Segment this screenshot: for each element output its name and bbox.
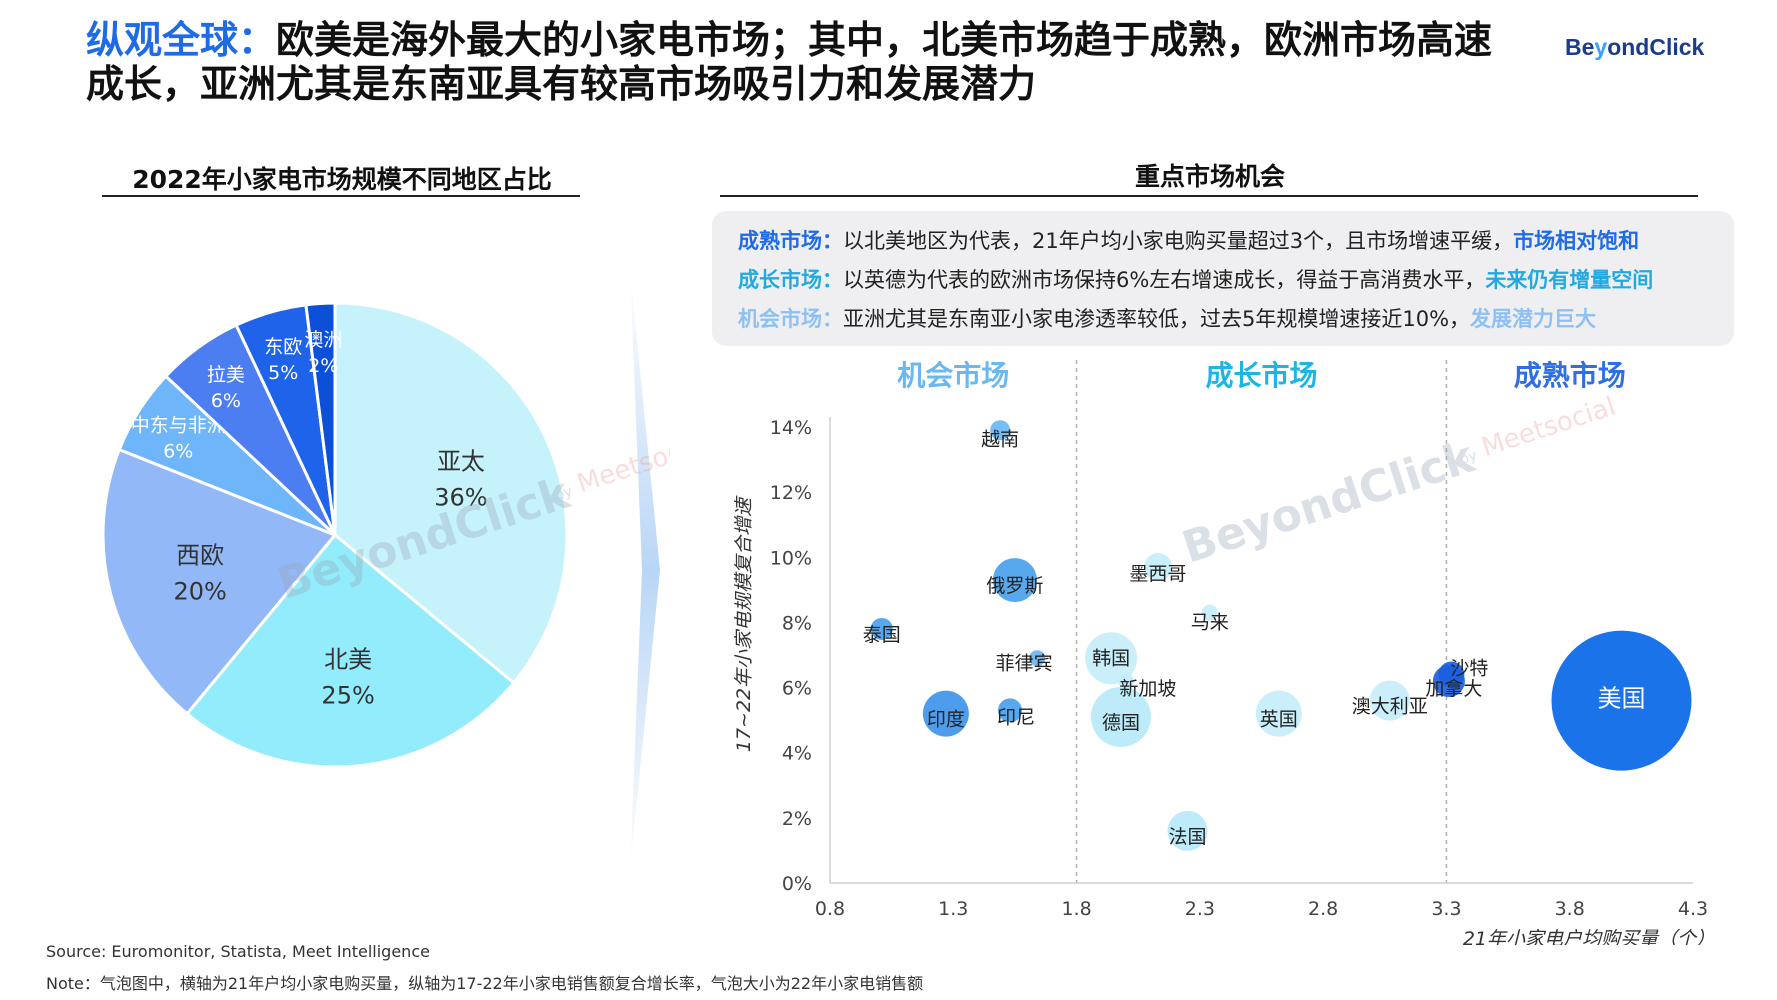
bubble-item-7	[1201, 604, 1218, 621]
bubble-item-6	[1143, 553, 1172, 582]
y-tick-item-6: 12%	[770, 482, 812, 504]
pie-label-item-3: 中东与非洲	[131, 415, 226, 437]
bubble-item-16	[1551, 630, 1692, 771]
bubble-label-item-12: 澳大利亚	[1352, 696, 1428, 718]
pie-value-item-3: 6%	[163, 441, 193, 463]
bubble-label-item-6: 墨西哥	[1129, 563, 1186, 585]
bubble-item-12	[1369, 680, 1410, 721]
bubble-label-item-15: 加拿大	[1425, 677, 1482, 700]
pie-label-item-2: 西欧	[176, 542, 224, 570]
x-tick-item-3: 2.3	[1185, 898, 1215, 920]
x-tick-item-0: 0.8	[815, 898, 845, 920]
pie-slice-item-6	[304, 301, 337, 536]
x-axis-title: 21年小家电户均购买量（个）	[1463, 928, 1715, 945]
bubble-label-item-16: 美国	[1597, 685, 1645, 713]
pie-label-item-4: 拉美	[207, 364, 245, 386]
headline-lead: 纵观全球：	[86, 18, 277, 62]
bubble-label-item-13: 法国	[1169, 826, 1207, 848]
bubble-item-13	[1167, 810, 1208, 851]
y-tick-item-2: 4%	[782, 743, 812, 765]
y-tick-item-7: 14%	[770, 417, 812, 439]
callout-row-opportunity: 机会市场：亚洲尤其是东南亚小家电渗透率较低，过去5年规模增速接近10%，发展潜力…	[738, 307, 1597, 331]
y-tick-item-1: 2%	[782, 808, 812, 830]
bubble-label-item-5: 印尼	[997, 706, 1035, 728]
pie-value-item-0: 36%	[434, 484, 487, 512]
x-tick-item-1: 1.3	[938, 898, 968, 920]
region-label-item-2: 成熟市场	[1514, 359, 1626, 392]
pie-title-rule	[102, 195, 580, 197]
bubble-item-10	[1090, 686, 1151, 747]
x-tick-item-2: 1.8	[1061, 898, 1091, 920]
headline: 纵观全球：欧美是海外最大的小家电市场；其中，北美市场趋于成熟，欧洲市场高速成长，…	[86, 18, 1516, 106]
bubble-item-4	[922, 690, 969, 737]
y-axis-title: 17~22年小家电规模复合增速	[733, 495, 755, 752]
bubble-chart: 机会市场 成长市场 成熟市场 0.8 1.3 1.8 2.3 2.8 3.3 3.8 4.3 0% 2%…	[733, 359, 1715, 945]
pie-slice-item-1	[185, 532, 516, 769]
pie-value-item-4: 6%	[211, 390, 241, 412]
pie-label-item-6: 澳洲	[304, 329, 342, 351]
footnote: Note：气泡图中，横轴为21年户均小家电购买量，纵轴为17-22年小家电销售额…	[46, 974, 924, 993]
watermark-sub: Meetsocial	[1478, 392, 1619, 463]
pie-label-item-5: 东欧	[264, 336, 302, 358]
watermark-by: by	[553, 484, 574, 505]
bubble-item-3	[1029, 650, 1046, 667]
bubble-item-0	[990, 420, 1011, 441]
watermark-name: BeyondClick	[1176, 431, 1481, 574]
watermark-sub: Meetsocial	[574, 428, 670, 499]
bubble-title-rule	[720, 195, 1698, 197]
bubble-item-9	[1117, 673, 1134, 690]
pie-slice-item-0	[333, 301, 569, 685]
bubble-label-item-14: 沙特	[1450, 658, 1488, 680]
pie-value-item-6: 2%	[308, 355, 338, 377]
bubble-label-item-9: 新加坡	[1119, 678, 1176, 700]
source-note: Source: Euromonitor, Statista, Meet Inte…	[46, 942, 430, 961]
bubble-label-item-7: 马来	[1191, 612, 1229, 634]
brand-logo: BeyondClick	[1565, 34, 1705, 60]
bubble-label-item-0: 越南	[981, 428, 1019, 450]
market-callout: 成熟市场：以北美地区为代表，21年户均小家电购买量超过3个，且市场增速平缓，市场…	[712, 211, 1734, 346]
bubble-label-item-3: 菲律宾	[996, 652, 1053, 674]
bubble-label-item-8: 韩国	[1092, 647, 1130, 669]
pie-slice-item-2	[101, 447, 338, 716]
y-tick-item-5: 10%	[770, 547, 812, 569]
x-tick-item-6: 3.8	[1555, 898, 1585, 920]
callout-row-mature: 成熟市场：以北美地区为代表，21年户均小家电购买量超过3个，且市场增速平缓，市场…	[738, 229, 1640, 253]
bubble-item-5	[997, 698, 1022, 723]
y-tick-item-0: 0%	[782, 873, 812, 895]
pie-value-item-2: 20%	[174, 578, 227, 606]
pie-value-item-5: 5%	[268, 362, 298, 384]
bubble-panel-title: 重点市场机会	[1134, 162, 1285, 191]
divider-chevron	[630, 270, 660, 870]
pie-value-item-1: 25%	[321, 682, 374, 710]
bubble-item-2	[870, 617, 893, 640]
region-label-item-0: 机会市场	[897, 359, 1009, 392]
x-tick-item-4: 2.8	[1308, 898, 1338, 920]
pie-label-item-0: 亚太	[437, 448, 485, 476]
headline-text: 欧美是海外最大的小家电市场；其中，北美市场趋于成熟，欧洲市场高速成长，亚洲尤其是…	[86, 18, 1493, 106]
pie-chart: 亚太36%北美25%西欧20%中东与非洲6%拉美6%东欧5%澳洲2%Beyond…	[101, 301, 670, 769]
pie-panel-title: 2022年小家电市场规模不同地区占比	[132, 165, 552, 194]
region-label-item-1: 成长市场	[1205, 359, 1317, 392]
x-tick-item-5: 3.3	[1431, 898, 1461, 920]
bubble-item-11	[1255, 690, 1302, 737]
bubble-item-14	[1438, 661, 1465, 688]
pie-label-item-1: 北美	[324, 646, 372, 674]
bubble-label-item-11: 英国	[1260, 709, 1298, 731]
bubble-item-1	[992, 558, 1037, 603]
x-tick-item-7: 4.3	[1678, 898, 1708, 920]
bubble-item-8	[1085, 632, 1138, 685]
bubble-label-item-4: 印度	[927, 709, 965, 731]
callout-row-growth: 成长市场：以英德为代表的欧洲市场保持6%左右增速成长，得益于高消费水平，未来仍有…	[738, 268, 1654, 292]
y-tick-item-3: 6%	[782, 678, 812, 700]
bubble-label-item-2: 泰国	[863, 624, 901, 646]
bubble-label-item-10: 德国	[1102, 712, 1140, 734]
bubble-label-item-1: 俄罗斯	[986, 575, 1043, 597]
y-tick-item-4: 8%	[782, 612, 812, 634]
watermark-by: by	[1458, 447, 1479, 468]
